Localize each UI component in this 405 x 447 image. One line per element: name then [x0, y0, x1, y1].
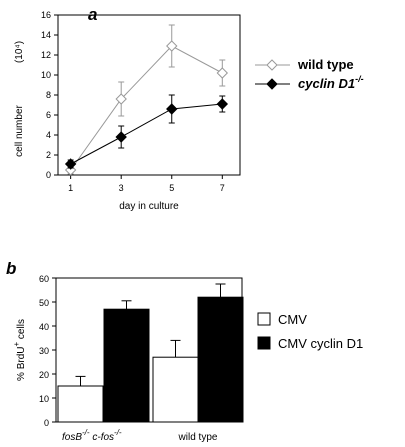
y-tick-label-a: 2 — [46, 150, 51, 160]
y-tick-label-b: 10 — [39, 394, 49, 404]
data-point-1 — [216, 98, 229, 110]
x-tick-label-a: 3 — [119, 183, 124, 193]
legend-swatch-b-1 — [257, 336, 271, 350]
legend-label-b-1: CMV cyclin D1 — [278, 336, 363, 351]
group-label-0: fosB-/- c-fos-/- — [62, 428, 122, 443]
data-point-0 — [216, 67, 229, 79]
y-tick-label-b: 20 — [39, 370, 49, 380]
group-label-0-sup: -/- — [82, 428, 90, 437]
y-tick-label-b: 30 — [39, 346, 49, 356]
y-tick-label-a: 4 — [46, 130, 51, 140]
y-tick-label-a: 14 — [41, 30, 51, 40]
data-point-0 — [166, 40, 178, 52]
legend-marker-1 — [266, 78, 278, 90]
y-tick-label-a: 8 — [46, 90, 51, 100]
y-tick-label-b: 0 — [44, 418, 49, 428]
legend-a: wild type cyclin D1-/- — [255, 57, 364, 91]
bar-0-0 — [57, 385, 104, 423]
y-axis-label-a: cell number — [14, 104, 25, 156]
panel-b-label: b — [6, 259, 16, 278]
chart-a: 0 2 4 6 8 10 12 14 16 1 3 5 7 day in culture cell numb… — [14, 10, 241, 212]
legend-b: CMV CMV cyclin D1 — [257, 312, 363, 351]
bar-0-1 — [103, 308, 150, 423]
plot-frame-a — [57, 14, 241, 176]
y-tick-label-b: 60 — [39, 274, 49, 284]
group-label-0-second: c-fos — [92, 432, 114, 443]
group-label-0-second-sup: -/- — [114, 428, 122, 437]
group-label-0-main: fosB — [62, 432, 82, 443]
data-point-1 — [64, 158, 77, 170]
y-axis-label-b: % BrdU+ cells — [12, 319, 27, 381]
legend-marker-0 — [266, 59, 278, 71]
y-tick-label-a: 16 — [41, 10, 51, 20]
legend-name-1: cyclin D1 — [298, 76, 355, 91]
legend-label-b-0: CMV — [278, 312, 307, 327]
data-point-1 — [166, 103, 178, 115]
y-tick-label-a: 6 — [46, 110, 51, 120]
y-tick-label-a: 10 — [41, 70, 51, 80]
x-axis-label-a: day in culture — [119, 201, 179, 212]
x-tick-label-a: 7 — [220, 183, 225, 193]
y-tick-label-b: 50 — [39, 298, 49, 308]
series-line-0 — [70, 45, 223, 171]
legend-label-1: cyclin D1-/- — [298, 74, 364, 91]
data-point-1 — [115, 131, 127, 143]
y-axis-label-main-b: % BrdU — [16, 347, 27, 381]
data-point-0 — [115, 93, 127, 105]
y-tick-label-a: 12 — [41, 50, 51, 60]
y-axis-label-sup-b: + — [12, 342, 21, 347]
legend-label-0: wild type — [297, 57, 354, 72]
y-tick-label-b: 40 — [39, 322, 49, 332]
y-axis-label-tail-b: cells — [16, 319, 27, 342]
legend-swatch-b-0 — [257, 312, 271, 326]
legend-name-0: wild type — [297, 57, 354, 72]
y-axis-unit-a: (10⁴) — [14, 41, 25, 63]
legend-sup-1: -/- — [355, 74, 364, 84]
y-tick-label-a: 0 — [46, 170, 51, 180]
bar-1-0 — [152, 356, 199, 423]
group-label-1: wild type — [178, 432, 218, 443]
series-line-1 — [70, 103, 223, 165]
x-tick-label-a: 1 — [68, 183, 73, 193]
bar-1-1 — [197, 296, 244, 423]
x-tick-label-a: 5 — [169, 183, 174, 193]
